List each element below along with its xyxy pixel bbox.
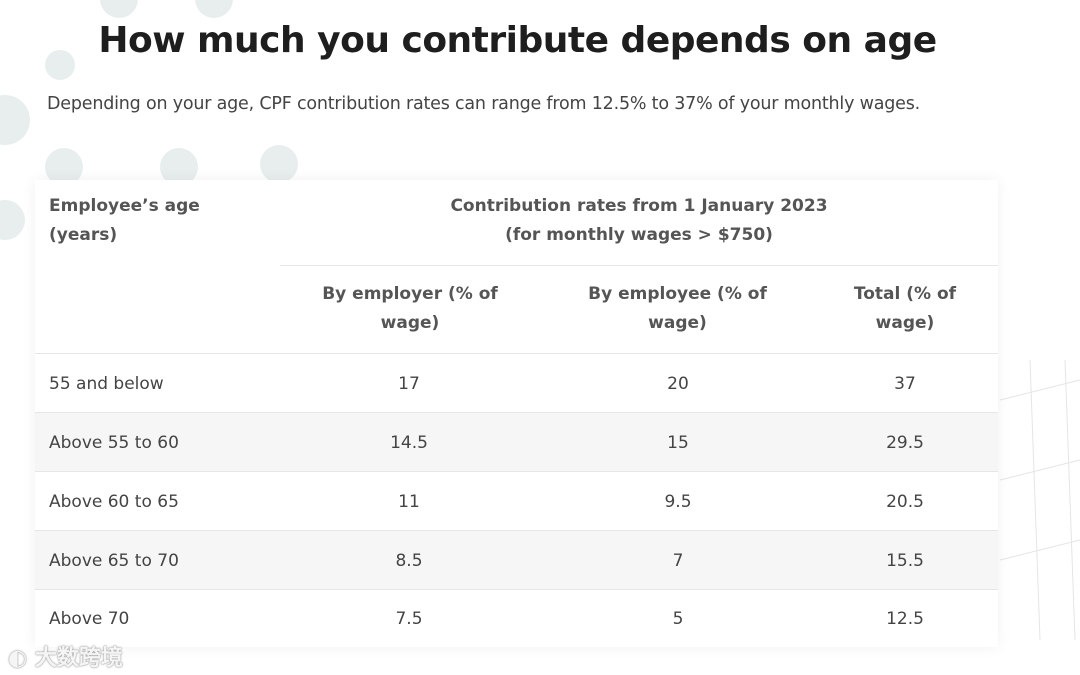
total-header-line2: wage) (875, 313, 935, 333)
total-header-line1: Total (% of (853, 284, 957, 304)
employee-header-line1: By employee (% of (588, 284, 767, 304)
employee-header: By employee (% of wage) (560, 280, 795, 338)
age-cell: 55 and below (49, 373, 164, 394)
employer-header-line1: By employer (% of (322, 284, 498, 304)
employee-header-line2: wage) (648, 313, 707, 333)
employer-cell: 11 (398, 491, 420, 512)
watermark-logo: ◐ 大数跨境 (8, 640, 123, 672)
age-header-line1: Employee’s age (49, 196, 200, 216)
age-cell: Above 70 (49, 609, 130, 629)
total-header: Total (% of wage) (825, 280, 985, 338)
employee-cell: 15 (667, 432, 689, 453)
employer-cell: 17 (398, 373, 420, 394)
contribution-rates-table: Employee’s age (years) Contribution rate… (35, 180, 998, 647)
total-cell: 12.5 (886, 609, 924, 629)
age-header-line2: (years) (49, 225, 118, 245)
employee-cell: 9.5 (664, 491, 692, 512)
group-header-line2: (for monthly wages > $750) (505, 225, 773, 245)
page-subtitle: Depending on your age, CPF contribution … (47, 94, 920, 114)
table-row: Above 65 to 70 8.5 7 15.5 (35, 530, 998, 590)
header-divider (280, 265, 998, 266)
employer-cell: 8.5 (395, 550, 423, 571)
watermark-text: 大数跨境 (34, 646, 123, 671)
age-cell: Above 55 to 60 (49, 432, 179, 453)
employee-cell: 5 (672, 609, 684, 629)
age-cell: Above 60 to 65 (49, 491, 179, 512)
table-row: Above 60 to 65 11 9.5 20.5 (35, 471, 998, 531)
total-cell: 37 (894, 373, 916, 394)
age-header: Employee’s age (years) (49, 192, 279, 250)
total-cell: 15.5 (886, 550, 924, 571)
table-row: Above 55 to 60 14.5 15 29.5 (35, 412, 998, 472)
background-grid (1000, 360, 1080, 640)
group-header-line1: Contribution rates from 1 January 2023 (450, 196, 828, 216)
total-cell: 29.5 (886, 432, 924, 453)
employer-header-line2: wage) (380, 313, 440, 333)
total-cell: 20.5 (886, 491, 924, 512)
employee-cell: 7 (672, 550, 684, 571)
page-title: How much you contribute depends on age (98, 20, 937, 61)
employer-header: By employer (% of wage) (280, 280, 540, 338)
table-row: Above 70 7.5 5 12.5 (35, 589, 998, 648)
group-header: Contribution rates from 1 January 2023 (… (280, 192, 998, 250)
employer-cell: 14.5 (390, 432, 428, 453)
employer-cell: 7.5 (395, 609, 423, 629)
watermark-icon: ◐ (8, 646, 35, 671)
table-row: 55 and below 17 20 37 (35, 353, 998, 413)
employee-cell: 20 (667, 373, 689, 394)
age-cell: Above 65 to 70 (49, 550, 179, 571)
